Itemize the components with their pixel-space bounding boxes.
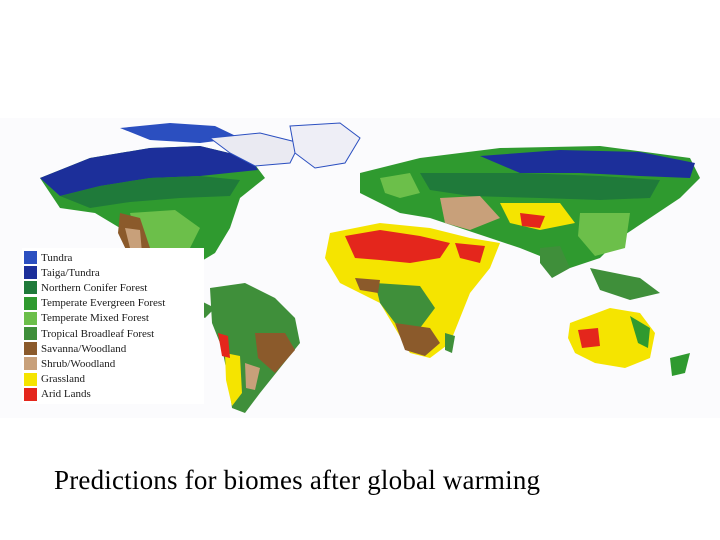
legend-label: Tundra [41, 251, 73, 264]
map-legend: Tundra Taiga/Tundra Northern Conifer For… [22, 248, 204, 404]
legend-swatch [24, 387, 37, 401]
legend-swatch [24, 357, 37, 371]
legend-swatch [24, 342, 37, 356]
legend-label: Shrub/Woodland [41, 357, 116, 370]
legend-item-shrub-woodland: Shrub/Woodland [24, 356, 202, 371]
legend-swatch [24, 266, 37, 280]
legend-item-arid-lands: Arid Lands [24, 387, 202, 402]
eurasia [360, 146, 700, 300]
slide-caption: Predictions for biomes after global warm… [54, 465, 541, 495]
legend-label: Savanna/Woodland [41, 342, 127, 355]
legend-label: Arid Lands [41, 388, 91, 401]
legend-item-grassland: Grassland [24, 372, 202, 387]
australia [568, 308, 690, 376]
legend-item-northern-conifer-forest: Northern Conifer Forest [24, 280, 202, 295]
legend-item-tropical-broadleaf-forest: Tropical Broadleaf Forest [24, 326, 202, 341]
greenland [289, 122, 361, 169]
legend-swatch [24, 327, 37, 341]
legend-label: Grassland [41, 373, 85, 386]
legend-label: Taiga/Tundra [41, 266, 100, 279]
south-america [210, 283, 300, 413]
legend-swatch [24, 372, 37, 386]
legend-item-savanna-woodland: Savanna/Woodland [24, 341, 202, 356]
legend-swatch [24, 296, 37, 310]
legend-item-temperate-evergreen-forest: Temperate Evergreen Forest [24, 296, 202, 311]
africa [325, 223, 500, 358]
legend-item-taiga-tundra: Taiga/Tundra [24, 265, 202, 280]
legend-label: Temperate Mixed Forest [41, 312, 149, 325]
legend-swatch [24, 251, 37, 265]
legend-swatch [24, 281, 37, 295]
legend-item-temperate-mixed-forest: Temperate Mixed Forest [24, 311, 202, 326]
legend-label: Northern Conifer Forest [41, 281, 148, 294]
legend-swatch [24, 311, 37, 325]
legend-item-tundra: Tundra [24, 250, 202, 265]
legend-label: Tropical Broadleaf Forest [41, 327, 155, 340]
legend-label: Temperate Evergreen Forest [41, 297, 166, 310]
